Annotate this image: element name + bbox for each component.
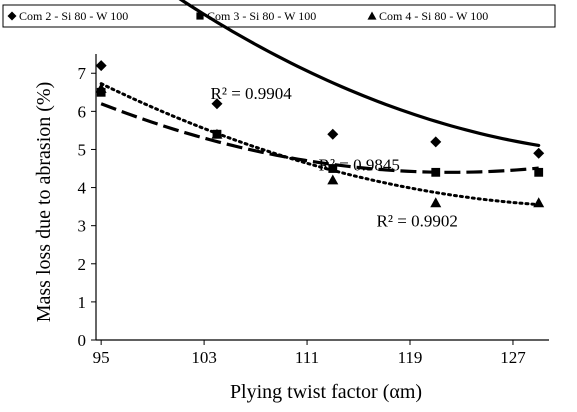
data-point-triangle (95, 82, 107, 93)
legend: Com 2 - Si 80 - W 100 Com 3 - Si 80 - W 1… (2, 4, 556, 28)
legend-box (2, 4, 556, 28)
data-point-triangle (211, 128, 223, 139)
data-point-square (534, 167, 544, 177)
data-point-diamond (533, 147, 545, 159)
y-tick-label: 6 (78, 102, 87, 121)
r-squared-labels: R² = 0.9904 R² = 0.9845 R² = 0.9902 (211, 84, 458, 230)
data-point-diamond (430, 136, 442, 148)
x-tick-label: 103 (191, 348, 217, 367)
legend-entry-label: Com 4 - Si 80 - W 100 (379, 9, 488, 23)
legend-entry-label: Com 3 - Si 80 - W 100 (207, 9, 316, 23)
legend-marker-diamond (7, 11, 17, 21)
legend-entry-label: Com 2 - Si 80 - W 100 (19, 9, 128, 23)
data-points (95, 60, 545, 208)
trendline-diamond (178, 0, 541, 148)
x-tick-label: 127 (500, 348, 526, 367)
data-point-diamond (95, 60, 107, 72)
y-tick-label: 3 (78, 217, 87, 236)
trendline-triangle (99, 82, 541, 207)
y-tick-label: 5 (78, 140, 87, 159)
legend-marker-triangle (367, 11, 377, 20)
y-tick-label: 4 (78, 179, 87, 198)
y-tick-label: 1 (78, 293, 87, 312)
data-point-triangle (327, 174, 339, 185)
data-point-square (328, 164, 338, 173)
r-squared-label: R² = 0.9904 (211, 84, 293, 103)
y-tick-label: 2 (78, 255, 87, 274)
x-tick-label: 119 (398, 348, 423, 367)
trendlines (99, 0, 541, 207)
x-axis-title: Plying twist factor (αm) (230, 381, 422, 403)
y-tick-label: 7 (78, 64, 87, 83)
axes: 0 1 2 3 4 5 6 7 95 103 111 119 127 (78, 54, 549, 367)
data-point-diamond (327, 128, 339, 140)
data-point-triangle (430, 197, 442, 208)
x-tick-label: 111 (295, 348, 319, 367)
data-point-square (431, 167, 441, 177)
y-axis-title: Mass loss due to abrasion (%) (33, 82, 55, 323)
trendline-square (100, 102, 539, 174)
x-tick-label: 95 (93, 348, 110, 367)
r-squared-label: R² = 0.9902 (377, 211, 458, 230)
y-tick-label: 0 (78, 331, 87, 350)
r-squared-label: R² = 0.9845 (319, 155, 400, 174)
data-point-triangle (533, 197, 545, 208)
data-point-diamond (211, 98, 223, 110)
legend-marker-square (196, 12, 204, 20)
